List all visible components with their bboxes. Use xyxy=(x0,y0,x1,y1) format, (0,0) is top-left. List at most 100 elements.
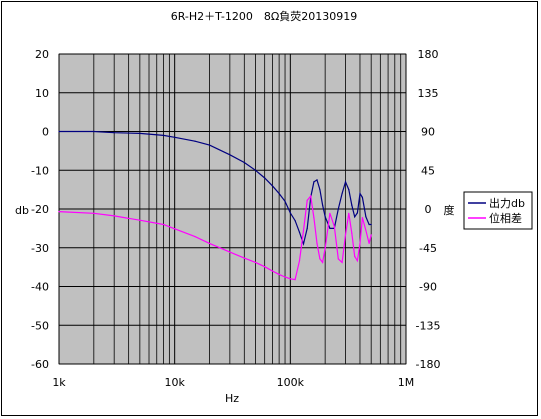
data-point xyxy=(284,200,286,202)
data-point xyxy=(271,270,273,272)
data-point xyxy=(319,258,321,260)
y-tick-label: 10 xyxy=(35,87,49,100)
data-point xyxy=(113,215,115,217)
data-point xyxy=(356,260,358,262)
data-point xyxy=(359,192,361,195)
y-tick-label: -20 xyxy=(31,203,49,216)
y2-tick-label: -180 xyxy=(416,358,441,371)
data-point xyxy=(289,278,291,280)
x-tick-label: 100k xyxy=(277,376,305,389)
data-point xyxy=(174,228,176,230)
data-point xyxy=(174,136,176,138)
y-tick-label: -50 xyxy=(31,319,49,332)
data-point xyxy=(370,223,372,226)
data-point xyxy=(229,251,231,253)
data-point xyxy=(351,232,353,234)
data-point xyxy=(278,192,280,195)
data-point xyxy=(284,276,286,278)
data-point xyxy=(337,258,339,260)
data-point xyxy=(322,204,324,206)
y2-tick-label: 135 xyxy=(418,87,439,100)
data-point xyxy=(93,212,95,214)
data-point xyxy=(162,223,165,226)
legend-label: 出力db xyxy=(489,196,525,210)
data-point xyxy=(278,273,280,275)
data-point xyxy=(333,225,335,227)
data-point xyxy=(294,220,296,222)
y-tick-label: 20 xyxy=(35,48,49,61)
data-point xyxy=(370,234,372,236)
y2-tick-label: -45 xyxy=(419,242,437,255)
y-axis-label: db xyxy=(15,204,29,217)
data-point xyxy=(316,242,318,244)
data-point xyxy=(365,216,367,218)
y-tick-label: -40 xyxy=(31,281,49,294)
data-point xyxy=(368,242,370,244)
y2-axis-label: 度 xyxy=(444,203,455,217)
data-point xyxy=(254,261,257,263)
y2-tick-label: -90 xyxy=(419,281,437,294)
data-point xyxy=(324,216,326,218)
data-point xyxy=(58,211,60,213)
data-point xyxy=(306,227,308,229)
data-point xyxy=(313,181,315,183)
data-point xyxy=(344,181,347,183)
data-point xyxy=(329,227,331,229)
y2-tick-label: 0 xyxy=(425,203,432,216)
legend-box xyxy=(463,191,533,230)
data-point xyxy=(139,132,141,134)
data-point xyxy=(298,231,301,233)
data-point xyxy=(294,279,296,281)
data-point xyxy=(337,208,339,210)
data-point xyxy=(341,261,343,263)
tick-labels: 20 10 0 -10 -20 -30 -40 -50 -60 180 135 90 45 0 -45 -90… xyxy=(31,48,440,389)
y-tick-label: -30 xyxy=(31,242,49,255)
data-series xyxy=(58,130,372,281)
data-point xyxy=(322,261,324,263)
data-point xyxy=(254,169,257,171)
data-point xyxy=(243,161,245,164)
data-point xyxy=(208,144,211,146)
data-point xyxy=(324,247,326,249)
data-point xyxy=(365,229,367,232)
data-point xyxy=(306,199,308,201)
data-point xyxy=(351,204,353,206)
y2-tick-label: -135 xyxy=(416,319,441,332)
data-point xyxy=(271,185,273,187)
data-point xyxy=(319,189,321,191)
x-tick-label: 10k xyxy=(164,376,185,389)
data-point xyxy=(354,255,356,257)
data-point xyxy=(361,217,363,219)
data-point xyxy=(354,216,356,218)
series-line-phase xyxy=(58,194,372,281)
data-point xyxy=(162,134,165,136)
data-point xyxy=(289,212,291,214)
data-point xyxy=(361,196,363,198)
data-point xyxy=(113,132,115,134)
y2-tick-label: 45 xyxy=(421,164,435,177)
y2-tick-label: 90 xyxy=(421,126,435,139)
data-point xyxy=(302,229,305,232)
y2-tick-label: 180 xyxy=(418,48,439,61)
y-tick-label: -10 xyxy=(31,164,49,177)
y-tick-label: -60 xyxy=(31,358,49,371)
gridlines xyxy=(58,53,407,365)
data-point xyxy=(344,234,347,236)
data-point xyxy=(194,140,196,142)
data-point xyxy=(264,266,266,268)
data-point xyxy=(359,242,361,244)
data-point xyxy=(302,243,305,245)
data-point xyxy=(194,236,196,238)
data-point xyxy=(313,217,315,219)
series-line-gain xyxy=(59,130,372,247)
y-tick-label: 0 xyxy=(42,126,49,139)
data-point xyxy=(298,260,301,262)
data-point xyxy=(356,212,358,214)
data-point xyxy=(139,219,141,221)
data-point xyxy=(264,177,266,179)
x-tick-label: 1k xyxy=(52,376,66,389)
chart-title: 6R-H2＋T-1200 8Ω負荧20130919 xyxy=(171,9,358,23)
data-point xyxy=(93,130,95,133)
